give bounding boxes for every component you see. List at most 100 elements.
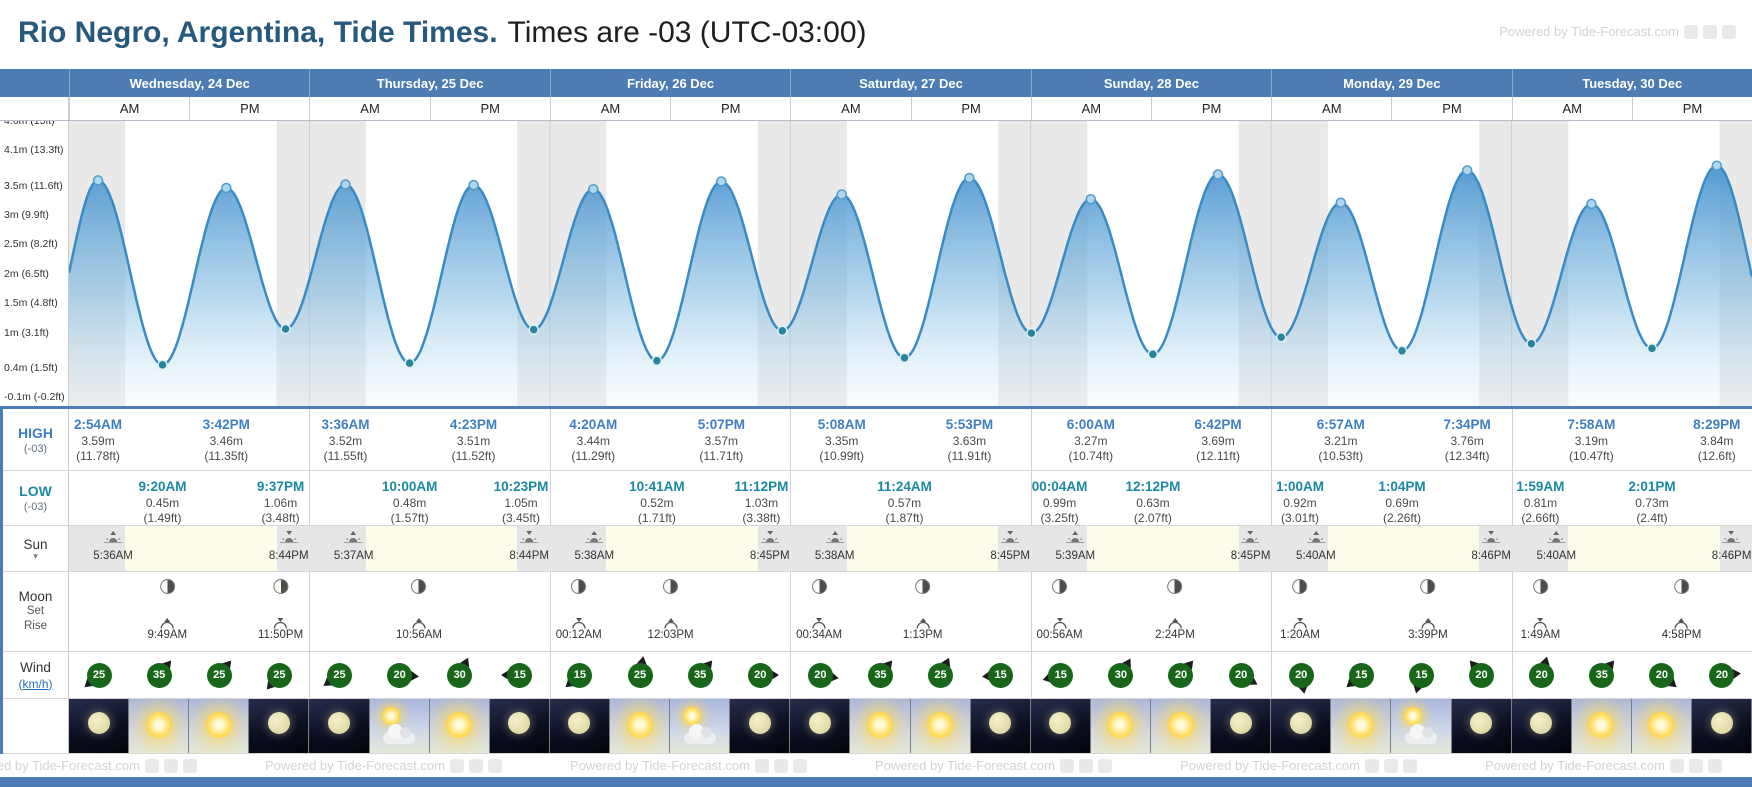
wind-marker: 15 — [1403, 657, 1439, 693]
day-separator — [1511, 572, 1513, 651]
sunset-icon — [1722, 531, 1742, 548]
sun-icon — [682, 707, 701, 725]
high-tide-height-m: 3.21m — [1324, 433, 1358, 448]
low-tide-time: 10:00AM — [381, 479, 438, 494]
axis-tick-label: 4.6m (15ft) — [4, 121, 55, 127]
wind-row: Wind (km/h) 25 35 25 25 25 20 30 15 15 25 35 20 20 35… — [3, 652, 1752, 699]
low-tide-height-ft: (1.57ft) — [390, 511, 429, 525]
tide-high-marker — [92, 175, 104, 186]
pm-label: PM — [670, 97, 790, 120]
night-shading — [1479, 526, 1512, 571]
weather-tile-day-sun — [1090, 699, 1151, 753]
moon-set-event: 11:50PM — [258, 579, 303, 641]
app-badge-icon — [1402, 758, 1417, 773]
sun-row: Sun ▾ 5:36AM 8:44PM 5:37AM 8:44PM 5:38AM 8:45… — [3, 526, 1752, 572]
wind-marker: 20 — [1464, 657, 1500, 693]
high-tide-time: 6:57AM — [1316, 417, 1365, 432]
header-watermark: Powered by Tide-Forecast.com — [1499, 24, 1736, 39]
moon-icon — [1710, 712, 1733, 734]
tide-high-marker — [340, 179, 351, 190]
day-separator — [309, 471, 311, 525]
low-row-body: 9:20AM 0.45m (1.49ft) 9:37PM 1.06m (3.48ft) 10… — [69, 471, 1752, 525]
high-tide-height-ft: (12.6ft) — [1697, 449, 1736, 464]
high-tide-time: 7:58AM — [1567, 417, 1616, 432]
wind-speed-value: 35 — [146, 662, 172, 688]
sunrise-time: 5:40AM — [1536, 550, 1577, 562]
night-shading — [790, 526, 847, 571]
moon-icon — [1289, 712, 1312, 734]
weather-tile-day-sun — [189, 699, 250, 753]
wind-speed-value: 20 — [747, 662, 773, 688]
wind-speed-value: 35 — [867, 662, 893, 688]
wind-marker: 15 — [1343, 657, 1379, 693]
high-tide-time: 6:00AM — [1066, 417, 1115, 432]
app-badge-icon — [792, 758, 807, 773]
wind-speed-value: 20 — [807, 662, 833, 688]
moon-row: Moon Set Rise 9:49AM 11:50PM 10:56AM 00:12A… — [3, 572, 1752, 652]
high-tide-time: 7:34PM — [1443, 417, 1491, 432]
weather-tile-day-sun — [129, 699, 190, 753]
app-badge-icon — [468, 758, 483, 773]
moon-icon — [1049, 712, 1072, 734]
moon-label: Moon — [18, 589, 53, 605]
tide-low-marker — [528, 324, 539, 335]
wind-marker: 25 — [622, 657, 658, 693]
high-tide-entry: 5:08AM 3.35m (10.99ft) — [818, 416, 866, 465]
high-tide-entry: 3:36AM 3.52m (11.55ft) — [321, 416, 369, 465]
high-label: HIGH — [18, 424, 53, 441]
moon-icon — [808, 712, 831, 734]
low-tide-height-ft: (2.66ft) — [1521, 511, 1560, 525]
moon-rise-event: 10:56AM — [396, 579, 442, 641]
moon-phase-icon — [1532, 579, 1548, 594]
tide-high-marker — [1586, 198, 1597, 210]
moon-rise-label: Rise — [23, 620, 47, 632]
day-header: Friday, 26 Dec — [549, 69, 790, 97]
moon-phase-icon — [1420, 579, 1436, 594]
moon-rise-time: 10:56AM — [395, 629, 442, 641]
wind-marker: 35 — [682, 657, 718, 693]
night-shading — [309, 526, 366, 571]
high-tide-entry: 7:34PM 3.76m (12.34ft) — [1444, 416, 1491, 465]
tide-low-marker — [1026, 327, 1037, 339]
moon-phase-icon — [571, 579, 587, 594]
wind-marker: 20 — [802, 657, 838, 693]
weather-tile-night-clear — [69, 699, 130, 753]
wind-unit-link[interactable]: (km/h) — [18, 676, 53, 691]
night-shading — [757, 526, 791, 571]
low-tide-height-m: 0.73m — [1635, 495, 1669, 510]
sun-icon — [866, 712, 893, 738]
high-tide-height-ft: (11.78ft) — [76, 449, 120, 464]
high-tide-entry: 7:58AM 3.19m (10.47ft) — [1567, 416, 1615, 465]
wind-speed-value: 20 — [1469, 662, 1495, 688]
high-tide-entry: 6:00AM 3.27m (10.74ft) — [1067, 416, 1115, 465]
app-badge-icon — [163, 758, 178, 773]
wind-speed-value: 25 — [627, 662, 653, 688]
low-tide-time: 12:12PM — [1125, 479, 1181, 494]
moon-phase-icon — [411, 579, 427, 594]
tide-low-marker — [777, 325, 788, 337]
app-badge-icon — [1684, 24, 1698, 39]
low-tide-time: 9:20AM — [138, 479, 187, 494]
wind-marker: 35 — [1584, 657, 1620, 693]
moon-icon — [1470, 712, 1493, 734]
moon-icon — [989, 712, 1012, 734]
moon-rise-time: 12:03PM — [647, 629, 694, 641]
day-separator — [309, 572, 311, 651]
high-tide-time: 3:36AM — [321, 417, 370, 432]
sunset-icon — [760, 531, 780, 548]
chevron-down-icon[interactable]: ▾ — [33, 550, 38, 561]
low-tide-height-m: 0.48m — [392, 495, 427, 510]
am-label: AM — [1511, 97, 1632, 120]
wind-speed-value: 30 — [447, 662, 473, 688]
app-badge-icon — [773, 758, 788, 773]
sunrise-time: 5:38AM — [574, 550, 615, 562]
wind-speed-value: 20 — [1529, 662, 1555, 688]
page-title: Rio Negro, Argentina, Tide Times. — [18, 16, 498, 49]
moon-icon — [568, 712, 591, 734]
low-tide-height-m: 0.45m — [145, 495, 180, 510]
low-tide-height-ft: (3.45ft) — [501, 511, 540, 525]
low-tide-height-m: 0.92m — [1283, 495, 1317, 510]
sunset-icon — [279, 531, 299, 548]
low-tide-entry: 10:41AM 0.52m (1.71ft) — [629, 478, 685, 525]
